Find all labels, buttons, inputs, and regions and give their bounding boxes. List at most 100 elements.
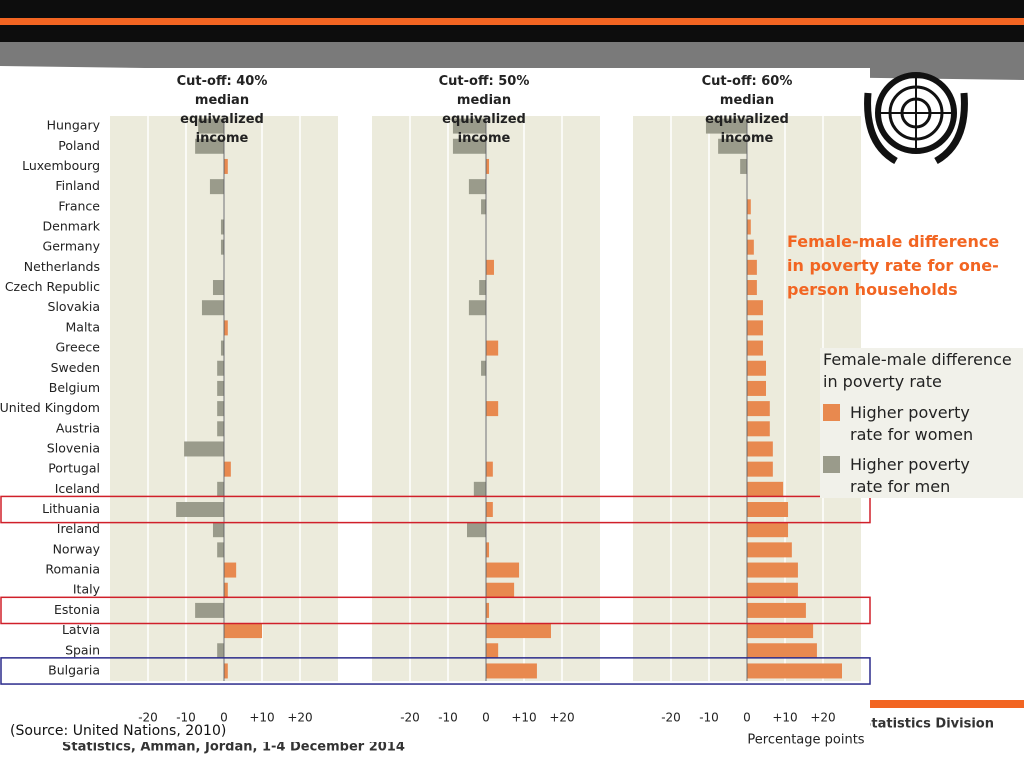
bar (224, 582, 228, 598)
y-tick-label: Belgium (49, 380, 100, 395)
bar (747, 259, 757, 275)
x-tick-label: -20 (661, 711, 681, 725)
y-tick-label: France (58, 198, 100, 213)
y-tick-label: Slovakia (48, 299, 100, 314)
x-tick-label: +10 (249, 711, 274, 725)
bar (195, 138, 224, 154)
bar (224, 158, 228, 174)
bar (747, 643, 817, 659)
bar (224, 320, 228, 336)
bar (747, 280, 757, 296)
bar (747, 623, 814, 639)
bar (220, 340, 224, 356)
bar (486, 663, 537, 679)
bar (486, 643, 499, 659)
bar (747, 582, 798, 598)
bar (747, 401, 770, 417)
x-tick-label: 0 (220, 711, 228, 725)
bar (747, 239, 754, 255)
y-tick-label: Hungary (47, 118, 101, 133)
bar (184, 441, 224, 457)
x-tick-label: +20 (287, 711, 312, 725)
bar (747, 461, 773, 477)
legend-box (820, 348, 1023, 498)
x-tick-label: -10 (438, 711, 458, 725)
bar (479, 280, 486, 296)
bar (220, 219, 224, 235)
y-tick-label: Malta (66, 319, 100, 334)
legend-label: Higher poverty rate for men (850, 455, 970, 496)
bar (747, 502, 789, 518)
bar (747, 219, 751, 235)
top-stripe (0, 18, 1024, 25)
legend-title: Female-male difference in poverty rate (823, 350, 1012, 391)
y-tick-label: Poland (58, 138, 100, 153)
highlight-box (0, 657, 871, 685)
bar (220, 239, 224, 255)
y-tick-label: Ireland (57, 521, 100, 536)
bar (486, 542, 490, 558)
bar (747, 380, 766, 396)
bar (452, 138, 486, 154)
y-tick-label: Italy (73, 582, 101, 597)
bar (747, 421, 770, 437)
bar (198, 118, 224, 134)
bar (486, 401, 499, 417)
y-tick-label: Latvia (62, 622, 100, 637)
bar (452, 118, 486, 134)
y-tick-label: Bulgaria (48, 662, 100, 677)
bar (747, 562, 798, 578)
bar (201, 300, 224, 316)
y-tick-label: Portugal (48, 461, 100, 476)
bar (486, 582, 515, 598)
bar (224, 623, 262, 639)
y-tick-label: Luxembourg (22, 158, 100, 173)
bar (747, 340, 763, 356)
bar (212, 522, 224, 538)
highlight-box (0, 596, 871, 625)
bar (747, 481, 784, 497)
y-tick-label: Finland (55, 178, 100, 193)
x-tick-label: -20 (400, 711, 420, 725)
y-tick-label: Sweden (51, 360, 100, 375)
x-tick-label: +10 (511, 711, 536, 725)
x-axis-label: Percentage points (747, 733, 864, 748)
y-tick-label: Iceland (55, 481, 100, 496)
bar (209, 179, 224, 195)
footer-right: Statistics Division (862, 717, 994, 732)
bar (467, 522, 486, 538)
y-tick-label: Romania (45, 562, 100, 577)
un-logo (864, 72, 968, 165)
y-tick-label: United Kingdom (0, 400, 100, 415)
y-tick-label: Denmark (43, 218, 101, 233)
bar (747, 360, 766, 376)
x-tick-label: +10 (772, 711, 797, 725)
y-tick-label: Austria (56, 420, 100, 435)
footer-left: Statistics, Amman, Jordan, 1-4 December … (62, 740, 405, 755)
bar (217, 360, 224, 376)
bar (481, 360, 486, 376)
bar (486, 158, 490, 174)
bar (747, 542, 792, 558)
bar (486, 461, 493, 477)
bar (217, 542, 224, 558)
bar (705, 118, 747, 134)
bar (224, 562, 237, 578)
bar (747, 602, 806, 618)
bar (468, 300, 486, 316)
bar (217, 401, 224, 417)
y-tick-label: Germany (43, 239, 101, 254)
panel-title: Cut-off: 40% median equivalized income (176, 74, 268, 146)
x-tick-label: -10 (176, 711, 196, 725)
bar (747, 320, 763, 336)
bar (224, 461, 231, 477)
bar (195, 602, 224, 618)
bar (217, 421, 224, 437)
bar (718, 138, 747, 154)
y-tick-label: Norway (53, 541, 101, 556)
x-tick-label: +20 (810, 711, 835, 725)
bar (217, 481, 224, 497)
bar (217, 643, 224, 659)
bar (176, 502, 224, 518)
